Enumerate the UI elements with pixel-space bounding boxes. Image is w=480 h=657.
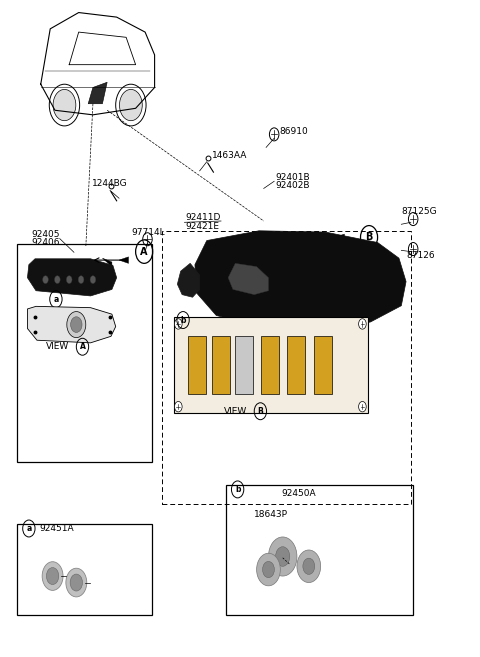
Circle shape	[143, 233, 152, 246]
Text: 92421E: 92421E	[185, 221, 219, 231]
Bar	[188, 336, 206, 394]
Bar	[235, 336, 253, 394]
Circle shape	[43, 276, 48, 284]
Text: 92405: 92405	[31, 229, 60, 238]
Polygon shape	[88, 82, 107, 104]
Circle shape	[47, 568, 59, 585]
Bar	[261, 336, 279, 394]
Text: 87126: 87126	[406, 251, 435, 260]
Polygon shape	[102, 258, 112, 267]
Circle shape	[70, 574, 83, 591]
Circle shape	[90, 276, 96, 284]
Text: 92411D: 92411D	[185, 214, 221, 222]
Circle shape	[53, 89, 76, 121]
Text: VIEW: VIEW	[46, 342, 69, 351]
Circle shape	[268, 537, 297, 576]
Circle shape	[175, 401, 182, 412]
Text: B: B	[365, 233, 373, 242]
Polygon shape	[195, 231, 406, 330]
Text: 92406: 92406	[31, 238, 60, 247]
Text: A: A	[80, 342, 85, 351]
Text: 87125G: 87125G	[401, 207, 437, 215]
Text: A: A	[141, 246, 148, 257]
Bar	[17, 244, 152, 462]
Text: a: a	[26, 524, 32, 533]
Bar	[162, 231, 411, 505]
Circle shape	[263, 561, 275, 578]
Circle shape	[67, 311, 86, 338]
Circle shape	[297, 550, 321, 583]
Polygon shape	[119, 257, 129, 263]
Text: a: a	[53, 295, 59, 304]
Circle shape	[303, 558, 315, 574]
Polygon shape	[27, 259, 117, 296]
Text: B: B	[258, 407, 263, 416]
Circle shape	[71, 317, 82, 332]
Text: 97714L: 97714L	[131, 228, 165, 237]
Text: 18643P: 18643P	[254, 510, 288, 518]
Text: VIEW: VIEW	[224, 407, 247, 416]
Polygon shape	[335, 234, 344, 240]
Circle shape	[276, 547, 290, 566]
Text: 92401B: 92401B	[276, 173, 310, 182]
Text: b: b	[180, 315, 186, 325]
Text: 92451A: 92451A	[40, 524, 74, 533]
Bar	[17, 524, 152, 615]
Polygon shape	[178, 263, 200, 297]
Bar	[288, 336, 305, 394]
Bar	[212, 336, 229, 394]
Circle shape	[55, 276, 60, 284]
Text: 92450A: 92450A	[282, 489, 316, 499]
Circle shape	[66, 568, 87, 597]
Circle shape	[42, 562, 63, 591]
Circle shape	[66, 276, 72, 284]
Bar	[174, 317, 368, 413]
Text: 1244BG: 1244BG	[92, 179, 128, 189]
Text: 1463AA: 1463AA	[212, 151, 247, 160]
Circle shape	[408, 213, 418, 225]
Circle shape	[408, 242, 418, 256]
Circle shape	[359, 401, 366, 412]
Circle shape	[359, 319, 366, 329]
Polygon shape	[27, 306, 116, 343]
Circle shape	[78, 276, 84, 284]
Circle shape	[175, 319, 182, 329]
Circle shape	[269, 128, 279, 141]
Text: b: b	[235, 485, 240, 494]
Bar	[226, 485, 413, 615]
Circle shape	[257, 553, 280, 586]
Text: 92402B: 92402B	[276, 181, 310, 191]
Circle shape	[120, 89, 142, 121]
Bar	[313, 336, 332, 394]
Polygon shape	[228, 263, 268, 294]
Text: 86910: 86910	[279, 127, 308, 135]
